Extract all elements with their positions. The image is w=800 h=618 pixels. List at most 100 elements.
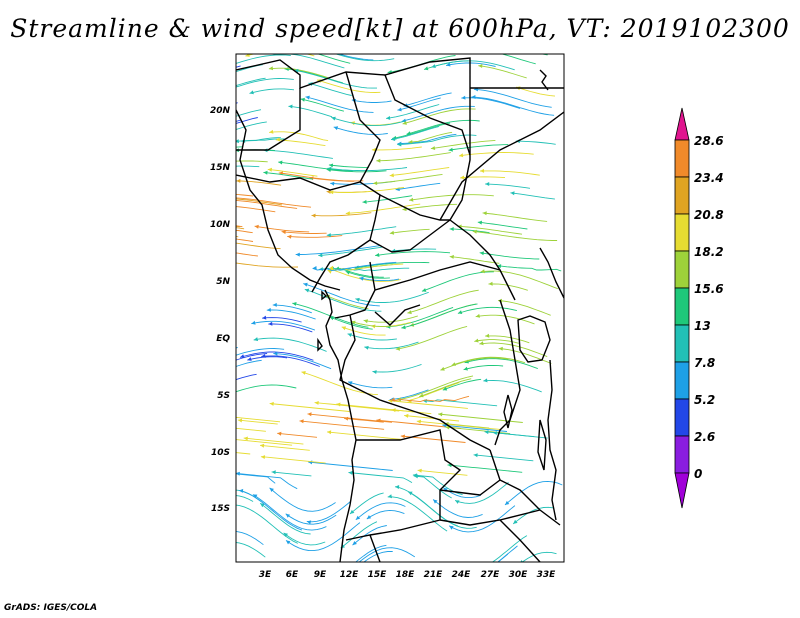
streamline	[281, 231, 327, 234]
streamline	[337, 54, 374, 61]
streamline	[295, 245, 381, 255]
streamline-arrow	[478, 64, 483, 68]
streamline	[272, 304, 312, 314]
streamline	[268, 323, 313, 333]
streamline	[373, 173, 443, 184]
streamline-arrow	[304, 288, 310, 293]
streamline	[266, 309, 316, 320]
streamline	[355, 544, 387, 562]
streamline-arrow	[181, 383, 185, 387]
streamline-arrow	[268, 66, 274, 71]
streamline-arrow	[263, 170, 268, 175]
streamline-arrow	[480, 168, 485, 173]
streamline	[236, 346, 238, 349]
streamline	[236, 194, 254, 197]
streamline-arrow	[303, 282, 308, 287]
streamline	[236, 373, 257, 381]
colorbar-segment	[674, 176, 690, 215]
streamline	[236, 504, 298, 544]
streamline	[263, 149, 333, 159]
streamline-arrow	[269, 129, 274, 134]
streamline	[308, 82, 352, 96]
streamline	[254, 225, 310, 233]
streamline	[269, 403, 350, 412]
streamline-arrow	[222, 437, 226, 441]
streamline	[236, 65, 241, 68]
streamline	[236, 472, 298, 490]
streamline-arrow	[278, 160, 283, 165]
streamline	[236, 229, 253, 234]
streamline	[447, 464, 523, 473]
streamline	[347, 333, 397, 341]
streamline	[351, 99, 392, 103]
streamline-arrow	[295, 252, 300, 257]
streamline	[408, 131, 453, 143]
streamline	[478, 65, 527, 79]
streamline-arrow	[199, 312, 204, 316]
streamline-arrow	[236, 178, 241, 183]
streamline-arrow	[178, 221, 182, 225]
streamline-arrow	[386, 116, 391, 120]
streamline	[262, 317, 302, 323]
streamline-arrow	[345, 270, 351, 275]
streamline-arrow	[288, 104, 293, 109]
streamline-arrow	[433, 499, 438, 504]
colorbar-segment	[674, 250, 690, 289]
streamline	[463, 364, 504, 371]
streamline	[236, 359, 262, 367]
streamline	[472, 230, 558, 241]
lon-label: 9E	[314, 570, 327, 580]
lon-label: 30E	[509, 570, 529, 580]
longitude-labels: 3E 6E 9E 12E 15E 18E 21E 24E 27E 30E 33E	[259, 570, 556, 580]
streamline-arrow	[327, 430, 332, 435]
colorbar-label: 28.6	[694, 134, 724, 148]
streamline	[352, 525, 387, 546]
streamline-arrow	[459, 153, 464, 158]
streamline	[345, 203, 421, 214]
streamline	[392, 122, 451, 139]
colorbar-label: 0	[694, 467, 702, 481]
streamline	[349, 492, 384, 515]
lon-label: 12E	[340, 570, 360, 580]
streamline-arrow	[482, 211, 487, 216]
lat-label: 20N	[210, 106, 231, 116]
streamline-arrow	[402, 121, 407, 125]
streamline	[236, 197, 312, 208]
streamline-arrow	[408, 140, 413, 144]
streamline-arrow	[479, 341, 484, 346]
streamline-arrow	[301, 371, 306, 375]
streamline-arrow	[189, 223, 193, 227]
streamline	[396, 375, 474, 401]
streamline-arrow	[406, 131, 411, 136]
streamline-arrow	[275, 137, 280, 142]
streamline	[236, 180, 282, 186]
streamline-arrow	[355, 515, 361, 520]
lon-label: 21E	[424, 570, 444, 580]
streamline	[236, 262, 299, 268]
streamline-arrow	[448, 147, 453, 152]
streamline-arrow	[267, 167, 272, 172]
streamline	[329, 186, 405, 193]
streamline-arrow	[351, 320, 356, 325]
streamline-arrow	[292, 302, 297, 306]
streamline	[277, 432, 318, 438]
streamline	[387, 496, 448, 532]
streamline	[391, 248, 437, 252]
streamline-arrow	[485, 333, 490, 338]
map-panel	[178, 53, 565, 563]
streamline	[512, 506, 554, 525]
streamline-arrow	[266, 307, 271, 312]
streamline	[440, 357, 509, 371]
streamline-arrow	[424, 66, 429, 71]
streamline	[288, 105, 333, 118]
streamline-arrow	[205, 369, 209, 373]
streamline	[449, 256, 500, 264]
streamline-arrow	[389, 173, 394, 178]
streamline-arrow	[421, 288, 427, 292]
streamline-arrow	[329, 190, 334, 195]
lat-label: 15S	[211, 504, 230, 514]
streamline	[236, 452, 251, 455]
streamline-arrow	[474, 338, 479, 343]
streamline	[461, 97, 521, 109]
streamline	[430, 139, 496, 150]
